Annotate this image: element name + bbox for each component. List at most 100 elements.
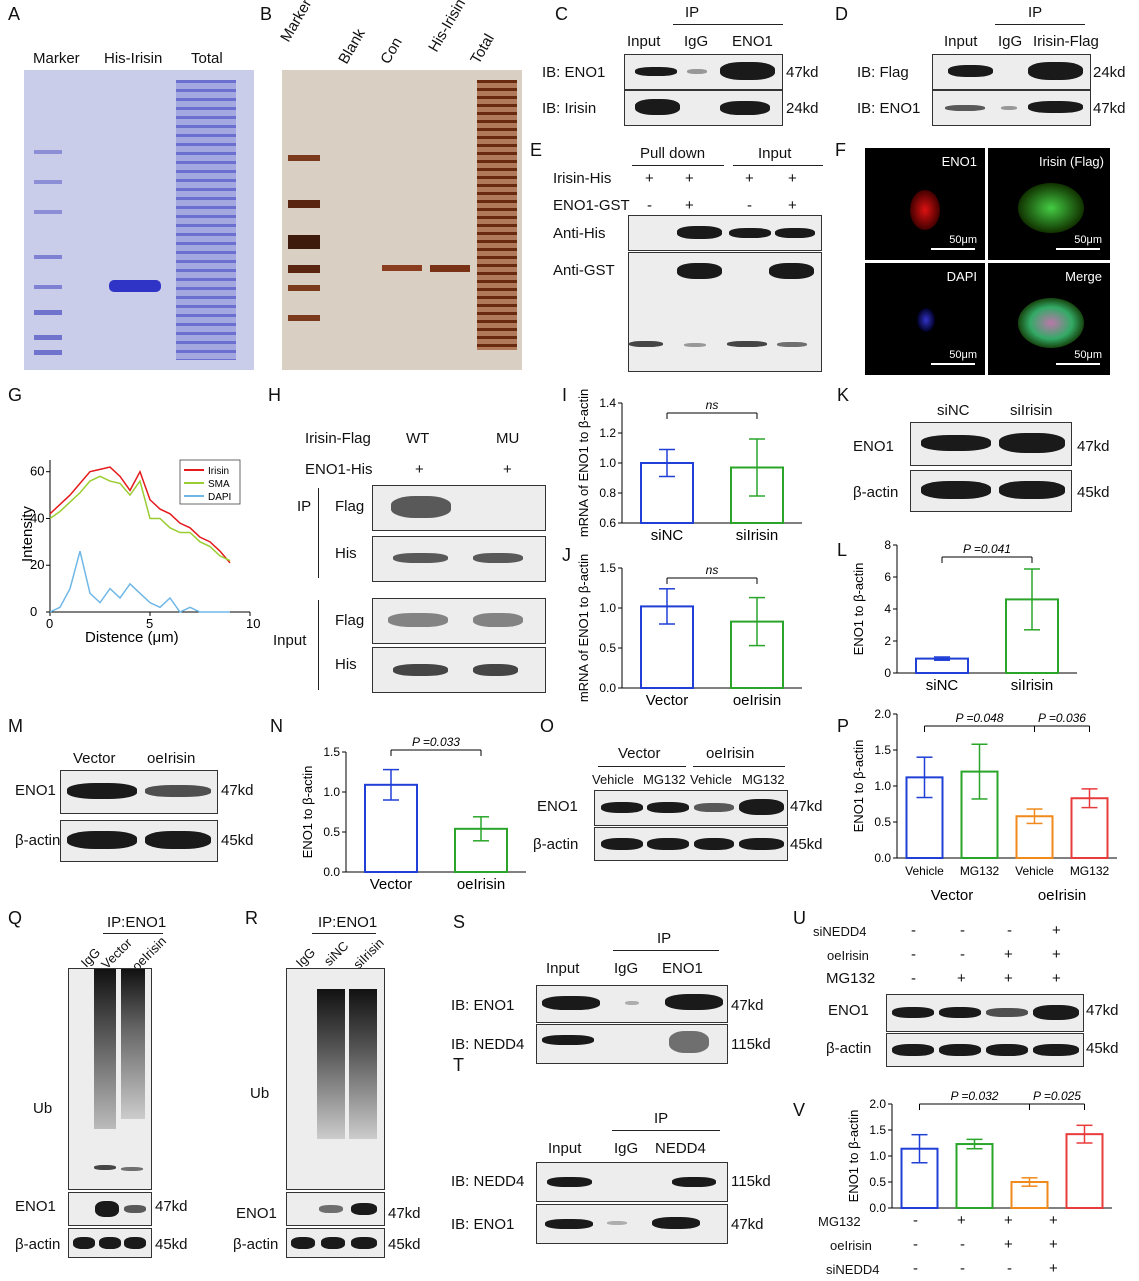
group-label: IP bbox=[297, 498, 312, 515]
y-tick-label: 0.0 bbox=[599, 681, 616, 695]
panel-letter-p: P bbox=[837, 716, 850, 736]
col-header: MG132 bbox=[643, 772, 686, 787]
fluorescence-dapi: DAPI 50μm bbox=[865, 263, 985, 375]
lane-label: Blank bbox=[335, 25, 369, 67]
col-header: Vehicle bbox=[592, 772, 634, 787]
y-axis-label: mRNA of ENO1 to β-actin bbox=[576, 389, 591, 537]
lane-label: Total bbox=[191, 50, 223, 67]
fluorescence-eno1: ENO1 50μm bbox=[865, 148, 985, 260]
bar bbox=[960, 770, 999, 859]
panel-letter-q: Q bbox=[8, 908, 23, 928]
y-axis-label: ENO1 to β-actin bbox=[300, 766, 315, 859]
western-blot bbox=[68, 1192, 152, 1226]
size-label: 47kd bbox=[1077, 438, 1110, 455]
y-tick-label: 20 bbox=[30, 557, 44, 572]
size-label: 45kd bbox=[155, 1236, 188, 1253]
cond-label: MG132 bbox=[826, 970, 876, 987]
sign: + bbox=[685, 197, 694, 214]
western-blot bbox=[60, 770, 218, 814]
western-blot bbox=[932, 90, 1091, 126]
row-label: ENO1 bbox=[828, 1002, 869, 1019]
group-label: Vector bbox=[931, 887, 974, 904]
chart-n: 0.0 0.5 1.0 1.5 ENO1 to β-actin Vector oeIrisi… bbox=[300, 735, 526, 893]
lane-label: Con bbox=[377, 34, 406, 67]
western-blot bbox=[68, 1228, 152, 1258]
row-label: β-actin bbox=[533, 836, 579, 853]
lane-label: Marker bbox=[33, 50, 80, 67]
row-label: IB: Irisin bbox=[542, 100, 597, 117]
sign: + bbox=[957, 970, 966, 987]
sign: - bbox=[647, 197, 652, 214]
x-category-label: Vector bbox=[370, 876, 413, 893]
row-label: ENO1 bbox=[15, 1198, 56, 1215]
y-tick-label: 1.5 bbox=[874, 743, 891, 757]
panel-letter-i: I bbox=[562, 385, 568, 405]
row-label: β-actin bbox=[15, 1236, 61, 1253]
series-line-sma bbox=[49, 475, 231, 562]
silver-stain-gel bbox=[282, 70, 522, 370]
col-header: ENO1 bbox=[732, 33, 773, 50]
row-label: Irisin-Flag bbox=[305, 430, 371, 447]
western-blot bbox=[286, 968, 385, 1190]
sign: + bbox=[645, 170, 654, 187]
col-header: MG132 bbox=[742, 772, 785, 787]
sign: + bbox=[1052, 946, 1061, 963]
col-header: Vector bbox=[98, 935, 135, 972]
sign: + bbox=[957, 1212, 966, 1229]
x-tick-label: 5 bbox=[146, 616, 153, 631]
y-tick-label: 0 bbox=[884, 666, 891, 680]
y-tick-label: 60 bbox=[30, 464, 44, 479]
panel-letter-t: T bbox=[453, 1055, 464, 1075]
y-axis-label: Intensity bbox=[19, 506, 36, 562]
y-tick-label: 1.0 bbox=[869, 1149, 886, 1163]
col-header: Vector bbox=[73, 750, 116, 767]
col-header: IgG bbox=[614, 1140, 639, 1157]
size-label: 45kd bbox=[221, 832, 254, 849]
size-label: 47kd bbox=[731, 997, 764, 1014]
sign: - bbox=[960, 922, 965, 939]
western-blot bbox=[286, 1228, 385, 1258]
western-blot bbox=[372, 598, 546, 644]
sig-label: ns bbox=[706, 563, 719, 577]
lane-label: Total bbox=[467, 31, 498, 67]
size-label: 47kd bbox=[155, 1198, 188, 1215]
legend-item: SMA bbox=[208, 479, 230, 490]
row-label: Flag bbox=[335, 612, 365, 629]
sig-label: ns bbox=[706, 398, 719, 412]
western-blot bbox=[286, 1192, 385, 1226]
row-label: ENO1 bbox=[15, 782, 56, 799]
y-tick-label: 0.0 bbox=[323, 865, 340, 879]
col-header: Vehicle bbox=[690, 772, 732, 787]
y-tick-label: 4 bbox=[884, 602, 891, 616]
western-blot bbox=[886, 994, 1084, 1032]
y-tick-label: 0 bbox=[30, 604, 37, 619]
row-label: ENO1 bbox=[236, 1205, 277, 1222]
size-label: 45kd bbox=[1077, 484, 1110, 501]
sig-label: P =0.025 bbox=[1033, 1090, 1081, 1103]
size-label: 47kd bbox=[790, 798, 823, 815]
y-tick-label: 0.5 bbox=[323, 825, 340, 839]
size-label: 47kd bbox=[388, 1205, 421, 1222]
western-blot bbox=[372, 647, 546, 693]
sign: - bbox=[911, 970, 916, 987]
fluorescence-merge: Merge 50μm bbox=[988, 263, 1110, 375]
ip-header: IP bbox=[654, 1110, 669, 1127]
chart-j: 0.0 0.5 1.0 1.5 mRNA of ENO1 to β-actin Vecto… bbox=[576, 554, 802, 709]
y-tick-label: 0.5 bbox=[869, 1175, 886, 1189]
fluorescence-irisin: Irisin (Flag) 50μm bbox=[988, 148, 1110, 260]
western-blot bbox=[910, 422, 1072, 466]
row-label: IB: ENO1 bbox=[542, 64, 606, 81]
panel-letter-k: K bbox=[837, 385, 850, 405]
size-label: 47kd bbox=[786, 64, 819, 81]
size-label: 115kd bbox=[731, 1173, 771, 1190]
row-label: Irisin-His bbox=[553, 170, 612, 187]
group-header: oeIrisin bbox=[706, 745, 755, 762]
x-axis-label: Distence (μm) bbox=[85, 629, 179, 646]
y-tick-label: 40 bbox=[30, 510, 44, 525]
y-tick-label: 0.0 bbox=[874, 851, 891, 865]
sign: - bbox=[911, 922, 916, 939]
row-label: IB: NEDD4 bbox=[451, 1173, 525, 1190]
sig-label: P =0.041 bbox=[963, 542, 1011, 556]
sign: - bbox=[913, 1260, 918, 1277]
cond-label: oeIrisin bbox=[827, 948, 869, 963]
